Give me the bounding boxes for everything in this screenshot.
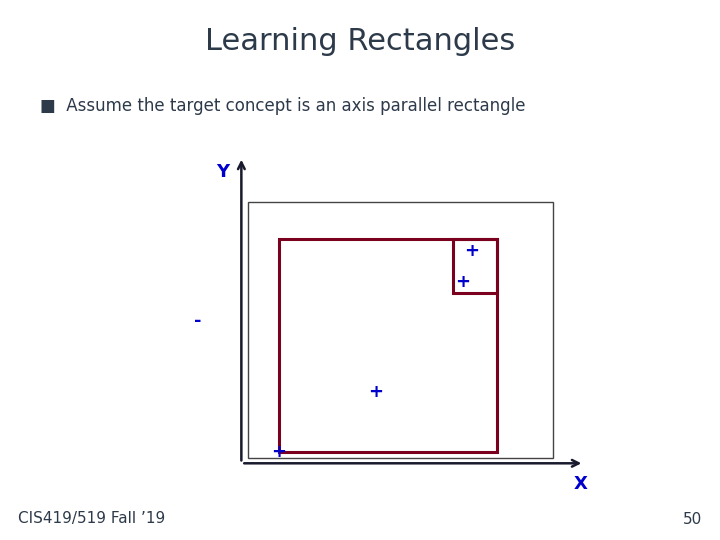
Text: 50: 50 bbox=[683, 511, 702, 526]
Bar bbox=[279, 239, 497, 452]
Text: Learning Rectangles: Learning Rectangles bbox=[205, 27, 515, 56]
Text: +: + bbox=[368, 383, 383, 401]
Text: CIS419/519 Fall ’19: CIS419/519 Fall ’19 bbox=[18, 511, 166, 526]
Text: -: - bbox=[194, 313, 202, 330]
Bar bbox=[454, 239, 497, 293]
Text: X: X bbox=[574, 475, 588, 492]
Text: +: + bbox=[455, 273, 470, 291]
Text: +: + bbox=[464, 241, 480, 260]
Text: ■  Assume the target concept is an axis parallel rectangle: ■ Assume the target concept is an axis p… bbox=[40, 97, 525, 115]
Text: +: + bbox=[271, 443, 287, 461]
Text: Y: Y bbox=[216, 163, 229, 180]
Bar bbox=[248, 202, 553, 457]
